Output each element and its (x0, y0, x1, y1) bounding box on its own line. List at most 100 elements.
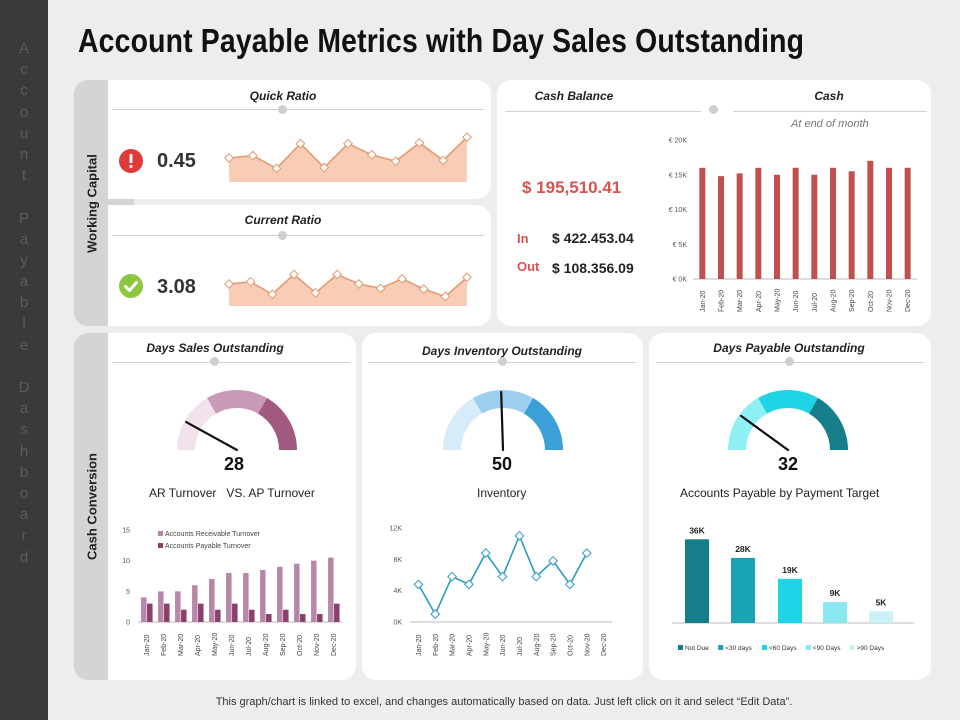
dso-title: Days Sales Outstanding (146, 341, 284, 355)
legend-swatch (805, 645, 811, 650)
cash-bar (904, 167, 911, 279)
cash-bar-chart: € 0K € 5K € 10K € 15K € 20K Jan-20 Feb-20 Mar-2… (669, 138, 917, 312)
turnover-x-tick: Feb-20 (161, 634, 168, 656)
divider-dot (278, 231, 287, 240)
inventory-point (514, 530, 525, 541)
turnover-bar (300, 614, 306, 622)
inventory-x-tick: Oct-20 (567, 635, 574, 656)
cash-out-value: $ 108.356.09 (552, 260, 634, 276)
legend-swatch (762, 645, 767, 650)
cash-bar (811, 174, 818, 279)
cash-x-tick: Aug-20 (831, 289, 838, 312)
sparkline-point (332, 269, 343, 280)
dso-caption: AR Turnover VS. AP Turnover (149, 486, 315, 500)
inventory-point (497, 571, 508, 582)
turnover-y-tick: 5 (126, 589, 130, 596)
turnover-y-tick: 15 (122, 528, 130, 535)
inventory-point (581, 548, 592, 559)
sparkline-point (440, 291, 451, 302)
sparkline-point (414, 137, 425, 148)
cash-conversion-label: Cash Conversion (84, 453, 100, 560)
sparkline-point (245, 276, 256, 287)
inventory-x-tick: Jun-20 (500, 634, 507, 656)
legend-swatch (849, 645, 855, 650)
cash-x-tick: May-20 (775, 289, 782, 312)
cash-x-tick: Feb-20 (719, 290, 726, 312)
dio-gauge (443, 390, 563, 452)
turnover-bar (192, 585, 198, 622)
turnover-x-tick: Jan-20 (144, 634, 151, 656)
page-title: Account Payable Metrics with Day Sales O… (78, 22, 805, 59)
inventory-point (463, 579, 474, 590)
sidebar-letter: e (19, 336, 29, 354)
legend-swatch (718, 645, 724, 650)
turnover-x-tick: Sep-20 (280, 633, 287, 656)
sparkline-point (310, 287, 321, 298)
sidebar-letter (22, 186, 26, 207)
sparkline-area (229, 274, 467, 306)
turnover-bar (175, 591, 181, 622)
divider-dot (278, 105, 287, 114)
footer-note: This graph/chart is linked to excel, and… (215, 696, 793, 708)
inventory-point (480, 548, 491, 559)
dpo-caption: Accounts Payable by Payment Target (680, 486, 880, 500)
turnover-bar (260, 569, 266, 622)
payment-target-bar (778, 578, 802, 623)
turnover-bar (334, 603, 340, 622)
sparkline-point (397, 273, 408, 284)
check-icon (119, 274, 143, 298)
inventory-x-tick: Aug-20 (534, 633, 541, 656)
turnover-bar (328, 557, 334, 622)
inventory-point (430, 609, 441, 620)
payment-legend-label: Not Due (685, 645, 709, 652)
cash-x-tick: Oct-20 (868, 291, 875, 312)
turnover-bar (147, 603, 153, 622)
sidebar-letter: c (20, 61, 28, 79)
sidebar-letter: r (21, 527, 27, 545)
cash-bar (792, 167, 799, 279)
cash-in-value: $ 422.453.04 (552, 230, 634, 246)
sidebar-letter: P (18, 209, 29, 227)
payment-legend-label: <60 Days (769, 645, 797, 652)
current-ratio-value: 3.08 (157, 276, 196, 298)
quick-ratio-value: 0.45 (157, 150, 196, 172)
sparkline-point (288, 269, 299, 280)
current-ratio-title: Current Ratio (244, 213, 322, 227)
sparkline-point (462, 132, 472, 143)
cash-chart-subtitle: At end of month (791, 118, 869, 130)
inventory-x-tick: Sep-20 (551, 633, 558, 656)
turnover-bar (294, 563, 300, 622)
legend-swatch (158, 543, 163, 548)
inventory-y-tick: 0K (393, 620, 402, 627)
gauge-segment (177, 398, 216, 450)
turnover-legend-label: Accounts Receivable Turnover (165, 531, 261, 538)
turnover-x-tick: Mar-20 (178, 634, 185, 656)
sidebar-letter: s (20, 421, 28, 439)
cash-x-tick: Nov-20 (887, 289, 894, 312)
divider (112, 235, 484, 236)
cash-y-tick: € 15K (669, 172, 688, 179)
cash-y-tick: € 0K (673, 277, 688, 284)
turnover-x-tick: Aug-20 (263, 633, 270, 656)
turnover-bar (249, 609, 255, 622)
cash-x-tick: Apr-20 (756, 291, 763, 312)
cash-y-tick: € 10K (669, 207, 688, 214)
turnover-bar (215, 609, 221, 622)
sparkline-point (295, 138, 306, 149)
sidebar-letter: h (19, 442, 29, 460)
gauge-segment (524, 398, 563, 450)
inventory-line-chart: 0K 4K 8K 12K Jan-20 Feb-20 Mar-20 Apr-20 May-20 J… (390, 526, 612, 656)
cash-bar (867, 160, 874, 279)
dpo-title: Days Payable Outstanding (713, 341, 865, 355)
turnover-bar-chart: 0 5 10 15 Accounts Receivable Turnover Accoun… (122, 528, 342, 656)
gauge-segment (758, 390, 818, 414)
current-ratio-sparkline (224, 269, 472, 306)
cash-x-tick: Jul-20 (812, 293, 819, 312)
inventory-x-tick: Mar-20 (450, 634, 457, 656)
sidebar-letter: o (19, 484, 29, 502)
sidebar-letter: a (19, 506, 29, 524)
turnover-y-tick: 0 (126, 620, 130, 627)
cash-x-tick: Dec-20 (905, 289, 912, 312)
sidebar-letter: b (19, 463, 29, 481)
divider (112, 109, 484, 110)
